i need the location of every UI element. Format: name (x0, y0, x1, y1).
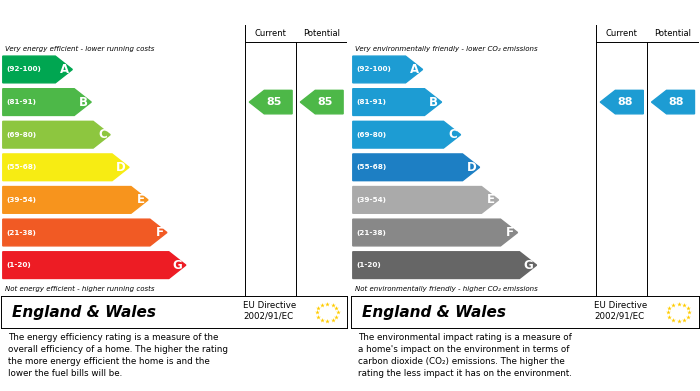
Text: Potential: Potential (303, 29, 340, 38)
Polygon shape (353, 121, 461, 148)
Text: Energy Efficiency Rating: Energy Efficiency Rating (10, 6, 193, 19)
Polygon shape (353, 154, 480, 181)
Text: C: C (98, 128, 106, 141)
Text: (69-80): (69-80) (356, 132, 386, 138)
Text: E: E (136, 194, 145, 206)
Text: G: G (173, 258, 183, 272)
Text: England & Wales: England & Wales (362, 305, 506, 320)
Polygon shape (652, 90, 694, 114)
Text: A: A (410, 63, 419, 76)
Text: F: F (506, 226, 514, 239)
Text: G: G (524, 258, 533, 272)
Polygon shape (3, 187, 148, 213)
Text: The environmental impact rating is a measure of
a home's impact on the environme: The environmental impact rating is a mea… (358, 334, 572, 378)
Polygon shape (300, 90, 343, 114)
Polygon shape (249, 90, 292, 114)
Text: B: B (79, 95, 88, 109)
Text: (69-80): (69-80) (6, 132, 36, 138)
Polygon shape (353, 252, 537, 278)
Text: A: A (60, 63, 69, 76)
Text: B: B (429, 95, 438, 109)
Text: (92-100): (92-100) (356, 66, 391, 72)
Text: (21-38): (21-38) (6, 230, 36, 235)
Text: The energy efficiency rating is a measure of the
overall efficiency of a home. T: The energy efficiency rating is a measur… (8, 334, 228, 378)
Polygon shape (353, 89, 442, 115)
Text: E: E (487, 194, 495, 206)
Text: (21-38): (21-38) (356, 230, 386, 235)
Polygon shape (3, 56, 72, 83)
Text: Not environmentally friendly - higher CO₂ emissions: Not environmentally friendly - higher CO… (355, 286, 538, 292)
Text: 85: 85 (266, 97, 281, 107)
Text: Environmental Impact (CO₂) Rating: Environmental Impact (CO₂) Rating (360, 6, 622, 19)
Text: England & Wales: England & Wales (12, 305, 156, 320)
Text: (39-54): (39-54) (356, 197, 386, 203)
Text: F: F (155, 226, 164, 239)
Text: (55-68): (55-68) (6, 164, 36, 170)
Text: Not energy efficient - higher running costs: Not energy efficient - higher running co… (5, 286, 155, 292)
Text: D: D (466, 161, 476, 174)
Text: (92-100): (92-100) (6, 66, 41, 72)
Text: Current: Current (606, 29, 638, 38)
Text: (81-91): (81-91) (356, 99, 386, 105)
Polygon shape (353, 219, 517, 246)
Polygon shape (353, 56, 423, 83)
Text: D: D (116, 161, 125, 174)
Polygon shape (3, 219, 167, 246)
Text: (81-91): (81-91) (6, 99, 36, 105)
Polygon shape (353, 187, 498, 213)
Text: (55-68): (55-68) (356, 164, 386, 170)
Text: EU Directive
2002/91/EC: EU Directive 2002/91/EC (244, 301, 297, 321)
Text: EU Directive
2002/91/EC: EU Directive 2002/91/EC (594, 301, 648, 321)
Polygon shape (3, 154, 129, 181)
Text: Current: Current (255, 29, 286, 38)
Polygon shape (3, 252, 186, 278)
Text: (1-20): (1-20) (6, 262, 31, 268)
Text: 85: 85 (317, 97, 332, 107)
Text: C: C (449, 128, 457, 141)
Text: Potential: Potential (654, 29, 692, 38)
Text: Very environmentally friendly - lower CO₂ emissions: Very environmentally friendly - lower CO… (355, 47, 538, 52)
Text: (1-20): (1-20) (356, 262, 381, 268)
Polygon shape (601, 90, 643, 114)
Polygon shape (3, 121, 110, 148)
Text: (39-54): (39-54) (6, 197, 36, 203)
Text: 88: 88 (617, 97, 633, 107)
Text: Very energy efficient - lower running costs: Very energy efficient - lower running co… (5, 47, 154, 52)
Text: 88: 88 (668, 97, 684, 107)
Polygon shape (3, 89, 91, 115)
